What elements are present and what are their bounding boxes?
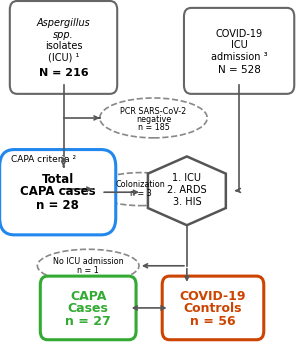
Text: n = 185: n = 185 [137,123,170,132]
Text: n = 27: n = 27 [65,315,111,328]
Text: n = 3: n = 3 [130,189,151,198]
FancyBboxPatch shape [40,276,136,340]
Text: N = 216: N = 216 [39,68,88,78]
FancyBboxPatch shape [184,8,294,94]
Text: PCR SARS-CoV-2: PCR SARS-CoV-2 [120,107,187,116]
Ellipse shape [92,173,188,206]
Text: negative: negative [136,115,171,124]
Text: isolates: isolates [45,41,82,51]
FancyBboxPatch shape [162,276,264,340]
Text: n = 1: n = 1 [77,266,99,275]
Polygon shape [148,157,226,225]
Ellipse shape [100,98,207,138]
Text: 2. ARDS: 2. ARDS [167,185,207,195]
Text: admission ³: admission ³ [211,52,267,62]
Text: CAPA cases: CAPA cases [20,185,95,198]
Text: Aspergillus: Aspergillus [37,18,90,28]
Text: CAPA: CAPA [70,290,106,303]
Text: N = 528: N = 528 [218,65,260,75]
Text: n = 56: n = 56 [190,315,236,328]
Text: 1. ICU: 1. ICU [172,173,201,183]
Text: COVID-19: COVID-19 [215,29,263,39]
FancyBboxPatch shape [0,150,116,235]
Text: COVID-19: COVID-19 [180,290,246,303]
Text: Colonization: Colonization [116,180,165,189]
Text: spp.: spp. [53,30,74,40]
Text: 3. HIS: 3. HIS [172,197,201,207]
FancyBboxPatch shape [10,1,117,94]
Ellipse shape [38,249,139,282]
Text: Controls: Controls [184,302,242,315]
Text: n = 28: n = 28 [36,199,79,212]
Text: (ICU) ¹: (ICU) ¹ [48,52,79,62]
Text: Cases: Cases [68,302,109,315]
Text: Total: Total [42,173,74,185]
Text: ICU: ICU [231,40,248,50]
Text: CAPA criteria ²: CAPA criteria ² [11,155,76,164]
Text: No ICU admission: No ICU admission [53,257,124,266]
